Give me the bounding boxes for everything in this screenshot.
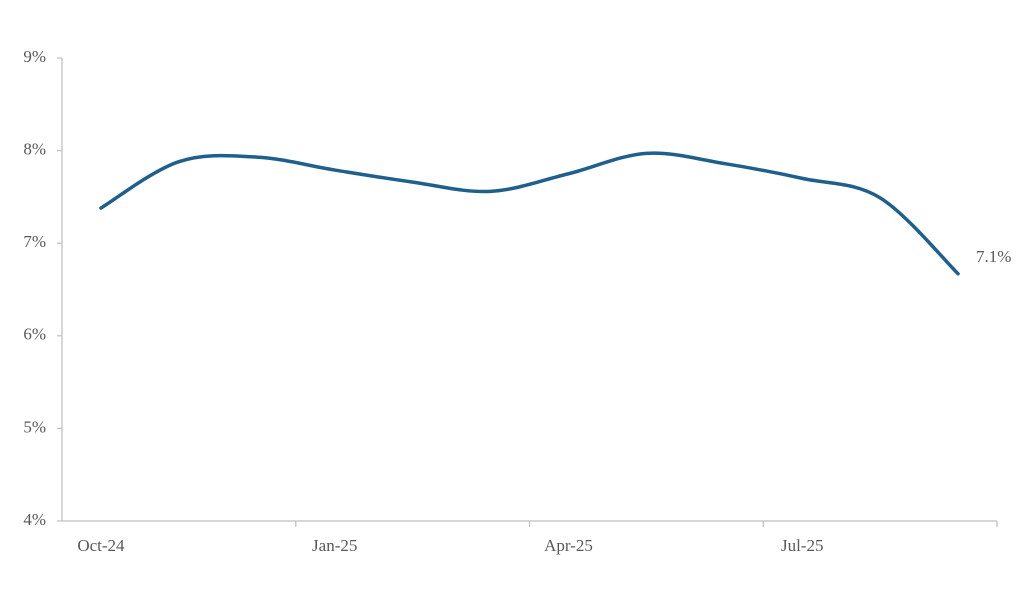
- y-tick-label: 7%: [23, 232, 46, 251]
- x-tick-label: Apr-25: [544, 536, 593, 555]
- y-tick-label: 4%: [23, 510, 46, 529]
- x-tick-label: Oct-24: [77, 536, 125, 555]
- line-series: [99, 151, 960, 276]
- y-tick-label: 8%: [23, 140, 46, 159]
- annotation: 7.1%: [976, 247, 1011, 266]
- y-tick-label: 9%: [23, 47, 46, 66]
- y-tick-label: 5%: [23, 417, 46, 436]
- y-tick-label: 6%: [23, 325, 46, 344]
- x-tick-label: Jan-25: [312, 536, 357, 555]
- x-tick-label: Jul-25: [781, 536, 824, 555]
